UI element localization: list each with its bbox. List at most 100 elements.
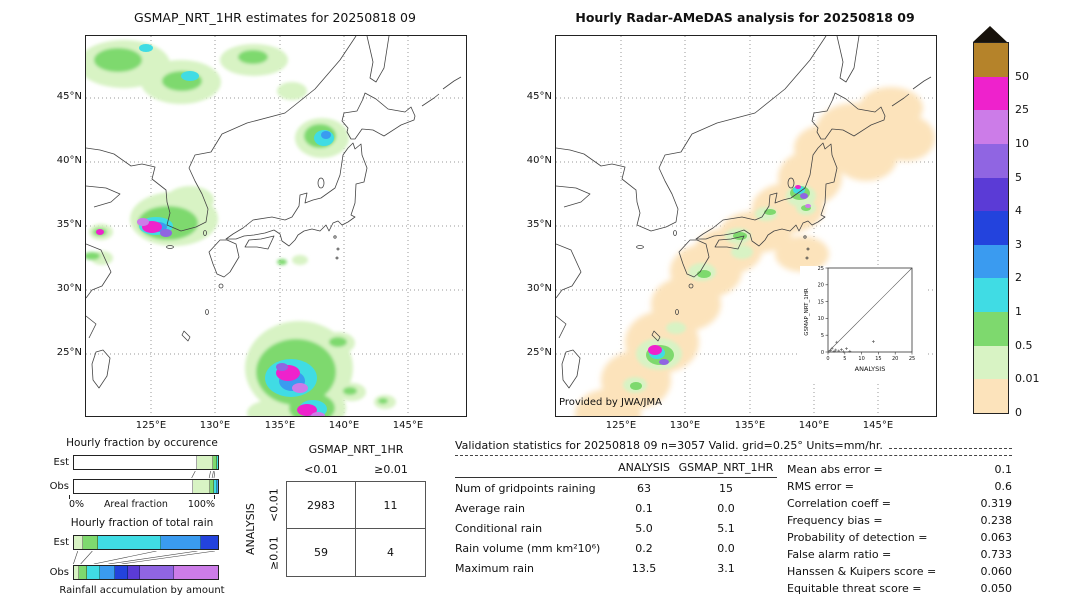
occurrence-axis: 0% Areal fraction 100% bbox=[69, 495, 215, 513]
bar-segment-palegreen bbox=[74, 566, 80, 579]
occurrence-chart-title: Hourly fraction by occurence bbox=[66, 437, 218, 449]
svg-text:0: 0 bbox=[821, 350, 824, 356]
axis-title: Areal fraction bbox=[103, 499, 168, 510]
colorbar-overflow-arrow bbox=[973, 26, 1007, 42]
contingency-cell-00: 2983 bbox=[287, 482, 356, 529]
inset-frame bbox=[827, 267, 913, 353]
contingency-cell-01: 11 bbox=[356, 482, 425, 529]
totalrain-fraction-chart: Hourly fraction of total rain Est Obs Ra… bbox=[45, 517, 239, 596]
lon-tick-label: 145°E bbox=[862, 420, 894, 431]
inset-xlabel: ANALYSIS bbox=[855, 365, 886, 373]
svg-text:0: 0 bbox=[826, 356, 829, 362]
svg-text:10: 10 bbox=[858, 356, 864, 362]
colorbar-segment-blue bbox=[974, 211, 1008, 245]
colorbar-segment-palegreen bbox=[974, 345, 1008, 380]
bar-segment-indigo bbox=[128, 566, 141, 579]
colorbar-tick-label: 0.5 bbox=[1015, 338, 1033, 352]
row-label-est: Est bbox=[53, 537, 69, 548]
contingency-grid: 2983 11 59 4 bbox=[286, 481, 426, 577]
svg-text:25: 25 bbox=[909, 356, 915, 362]
score-list: Mean abs error = 0.1 RMS error = 0.6 Correla… bbox=[787, 461, 1012, 597]
lon-tick-label: 140°E bbox=[328, 420, 360, 431]
contingency-cell-10: 59 bbox=[287, 529, 356, 576]
lat-tick-label: 25°N bbox=[526, 347, 552, 358]
occurrence-connectors bbox=[191, 471, 215, 478]
inset-scatter: 00 5 5 10 10 15 15 20 20 25 25 ANALYSIS GSMAP_NRT_… bbox=[800, 266, 925, 381]
score-row: False alarm ratio = 0.733 bbox=[787, 548, 1012, 561]
axis-min-label: 0% bbox=[69, 499, 85, 510]
lon-tick-label: 130°E bbox=[669, 420, 701, 431]
stats-head-spacer bbox=[455, 461, 613, 474]
stats-row: Maximum rain 13.5 3.1 bbox=[455, 561, 735, 575]
lon-tick-label: 145°E bbox=[392, 420, 424, 431]
stats-row: Rain volume (mm km²10⁶) 0.2 0.0 bbox=[455, 541, 735, 555]
obs-totalrain-bar bbox=[73, 565, 219, 580]
bar-segment-green bbox=[83, 536, 99, 549]
contingency-col-label-1: ≥0.01 bbox=[374, 463, 408, 476]
lat-tick-label: 25°N bbox=[56, 347, 82, 358]
validation-statistics: Validation statistics for 20250818 09 n=… bbox=[455, 439, 1012, 597]
stats-col-gsmap: GSMAP_NRT_1HR bbox=[678, 461, 774, 474]
inset-ticks: 00 5 5 10 10 15 15 20 20 25 25 bbox=[818, 266, 916, 362]
colorbar-tick-label: 10 bbox=[1015, 136, 1029, 150]
gsmap-estimate-map: 45°N 40°N 35°N 30°N 25°N 125°E 130°E 135°E 140°E… bbox=[57, 35, 467, 431]
contingency-col-group: GSMAP_NRT_1HR bbox=[308, 443, 404, 456]
est-occurrence-bar bbox=[73, 455, 219, 470]
inset-ylabel: GSMAP_NRT_1HR bbox=[804, 288, 810, 336]
row-label-est: Est bbox=[53, 457, 69, 468]
stats-rows: Num of gridpoints raining 63 15 Average rai… bbox=[455, 478, 777, 578]
title-dash-rule bbox=[888, 447, 1012, 449]
contingency-row-label-1: ≥0.01 bbox=[267, 536, 281, 570]
svg-text:15: 15 bbox=[875, 356, 881, 362]
bar-segment-palegreen bbox=[196, 456, 213, 469]
bar-segment-azure bbox=[217, 480, 218, 493]
lat-tick-label: 40°N bbox=[526, 155, 552, 166]
lon-tick-label: 135°E bbox=[734, 420, 766, 431]
bar-segment-blue bbox=[114, 566, 129, 579]
score-row: Hanssen & Kuipers score = 0.060 bbox=[787, 565, 1012, 578]
contingency-table: GSMAP_NRT_1HR <0.01 ≥0.01 ANALYSIS <0.01… bbox=[238, 443, 438, 588]
inset-diagonal bbox=[827, 267, 913, 353]
bar-segment-white bbox=[74, 480, 193, 493]
colorbar-segment-purple bbox=[974, 143, 1008, 178]
bar-segment-cyan bbox=[86, 566, 101, 579]
colorbar-segment-olive bbox=[974, 43, 1008, 77]
radar-map-svg bbox=[556, 36, 936, 416]
svg-text:20: 20 bbox=[892, 356, 898, 362]
rain-field-heavy bbox=[96, 44, 334, 416]
bar-segment-cyan bbox=[216, 456, 218, 469]
contingency-col-label-0: <0.01 bbox=[304, 463, 338, 476]
colorbar-segments bbox=[973, 42, 1009, 414]
contingency-cell-11: 4 bbox=[387, 546, 394, 559]
rain-field-heavy bbox=[630, 185, 811, 390]
colorbar-tick-label: 25 bbox=[1015, 103, 1029, 117]
stats-row: Average rain 0.1 0.0 bbox=[455, 501, 735, 515]
score-row: RMS error = 0.6 bbox=[787, 480, 1012, 493]
bar-segment-cyan bbox=[214, 480, 218, 493]
bar-segment-azure bbox=[100, 566, 115, 579]
colorbar-segment-cyan bbox=[974, 278, 1008, 312]
colorbar-segment-magenta bbox=[974, 76, 1008, 111]
colorbar-tick-label: 0.01 bbox=[1015, 372, 1040, 386]
inset-bg bbox=[800, 266, 925, 381]
stats-row: Num of gridpoints raining 63 15 bbox=[455, 481, 733, 495]
row-label-obs: Obs bbox=[49, 567, 69, 578]
colorbar-segment-orchid bbox=[974, 110, 1008, 144]
svg-text:5: 5 bbox=[821, 333, 824, 339]
stats-divider bbox=[455, 455, 1012, 456]
lat-tick-label: 35°N bbox=[56, 219, 82, 230]
stats-table: ANALYSIS GSMAP_NRT_1HR Num of gridpoints… bbox=[455, 461, 777, 597]
stats-title: Validation statistics for 20250818 09 n=… bbox=[455, 439, 883, 452]
score-row: Mean abs error = 0.1 bbox=[787, 463, 1012, 476]
occurrence-fraction-chart: Hourly fraction by occurence Est Obs 0% … bbox=[45, 437, 239, 513]
colorbar-tick-label: 4 bbox=[1015, 204, 1022, 218]
score-row: Frequency bias = 0.238 bbox=[787, 514, 1012, 527]
svg-text:10: 10 bbox=[818, 316, 824, 322]
score-row: Probability of detection = 0.063 bbox=[787, 531, 1012, 544]
obs-occurrence-bar bbox=[73, 479, 219, 494]
colorbar-segment-azure bbox=[974, 244, 1008, 279]
est-totalrain-bar bbox=[73, 535, 219, 550]
bar-segment-palegreen bbox=[74, 536, 84, 549]
score-row: Equitable threat score = 0.050 bbox=[787, 582, 1012, 595]
